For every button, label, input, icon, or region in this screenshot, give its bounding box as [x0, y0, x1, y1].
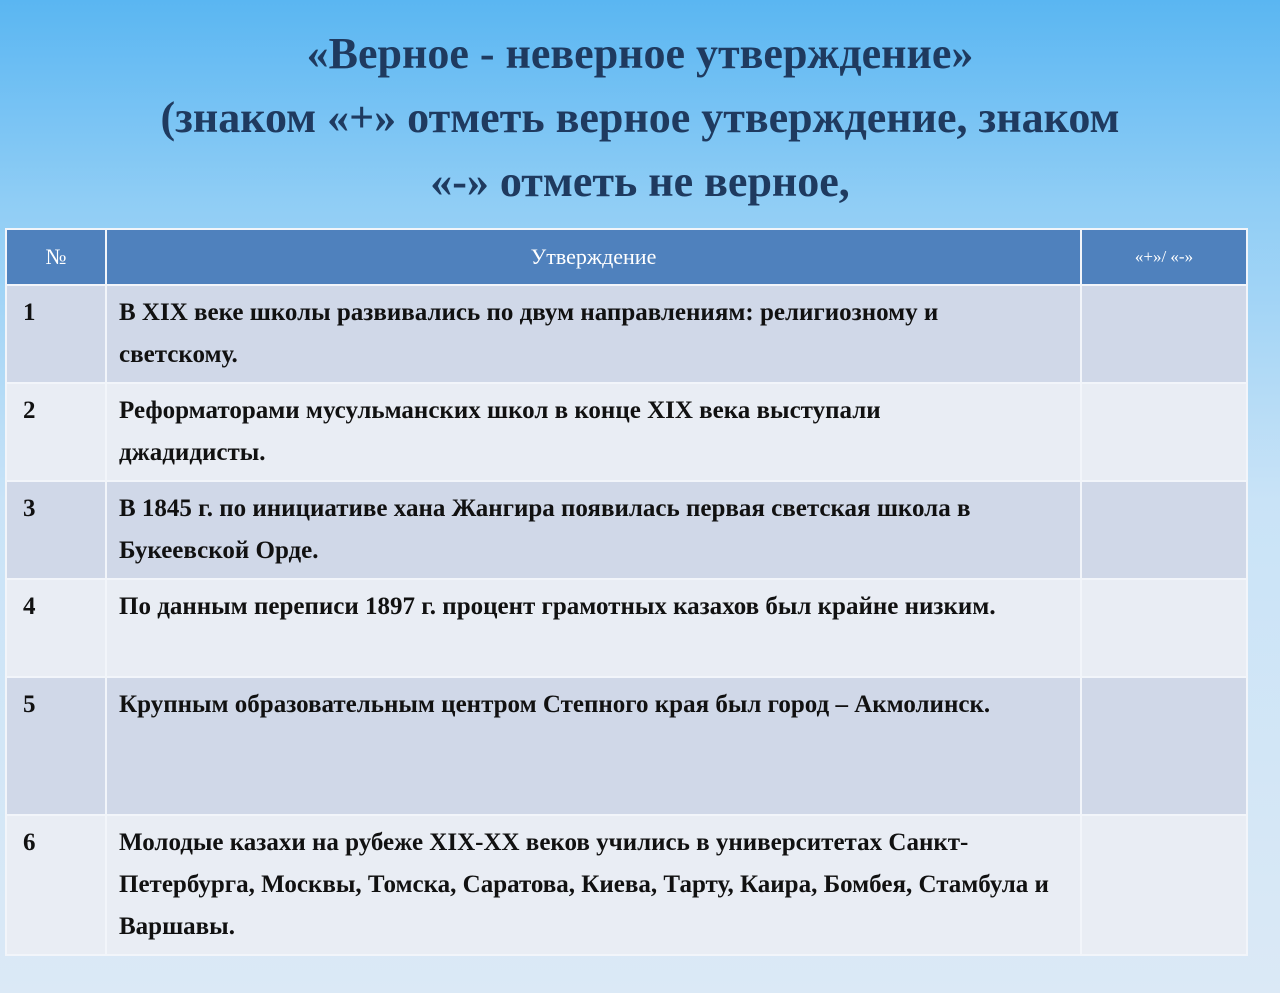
row-mark-cell[interactable]	[1080, 480, 1248, 580]
row-number: 1	[5, 284, 107, 384]
row-statement: Крупным образовательным центром Степного…	[105, 676, 1082, 816]
title-line-1: «Верное - неверное утверждение»	[306, 29, 974, 78]
table-row: 1 В XIX веке школы развивались по двум н…	[5, 284, 1248, 384]
row-statement: Молодые казахи на рубеже XIX-XX веков уч…	[105, 814, 1082, 956]
title-line-3: «-» отметь не верное,	[430, 157, 850, 206]
title-line-2: (знаком «+» отметь верное утверждение, з…	[160, 93, 1120, 142]
header-mark: «+»/ «-»	[1080, 228, 1248, 286]
row-number: 3	[5, 480, 107, 580]
row-mark-cell[interactable]	[1080, 814, 1248, 956]
row-statement: В XIX веке школы развивались по двум нап…	[105, 284, 1082, 384]
table-row: 2 Реформаторами мусульманских школ в кон…	[5, 382, 1248, 482]
table-row: 5 Крупным образовательным центром Степно…	[5, 676, 1248, 816]
table-row: 3 В 1845 г. по инициативе хана Жангира п…	[5, 480, 1248, 580]
row-number: 4	[5, 578, 107, 678]
row-mark-cell[interactable]	[1080, 676, 1248, 816]
row-mark-cell[interactable]	[1080, 382, 1248, 482]
row-number: 2	[5, 382, 107, 482]
row-statement: По данным переписи 1897 г. процент грамо…	[105, 578, 1082, 678]
header-number: №	[5, 228, 107, 286]
table-header: № Утверждение «+»/ «-»	[5, 228, 1248, 286]
table-row: 6 Молодые казахи на рубеже XIX-XX веков …	[5, 814, 1248, 956]
row-number: 5	[5, 676, 107, 816]
row-statement: В 1845 г. по инициативе хана Жангира поя…	[105, 480, 1082, 580]
table-row: 4 По данным переписи 1897 г. процент гра…	[5, 578, 1248, 678]
slide-title: «Верное - неверное утверждение» (знаком …	[0, 22, 1280, 214]
row-mark-cell[interactable]	[1080, 578, 1248, 678]
statements-table: № Утверждение «+»/ «-» 1 В XIX веке школ…	[5, 228, 1248, 956]
row-mark-cell[interactable]	[1080, 284, 1248, 384]
row-statement: Реформаторами мусульманских школ в конце…	[105, 382, 1082, 482]
header-statement: Утверждение	[105, 228, 1082, 286]
row-number: 6	[5, 814, 107, 956]
